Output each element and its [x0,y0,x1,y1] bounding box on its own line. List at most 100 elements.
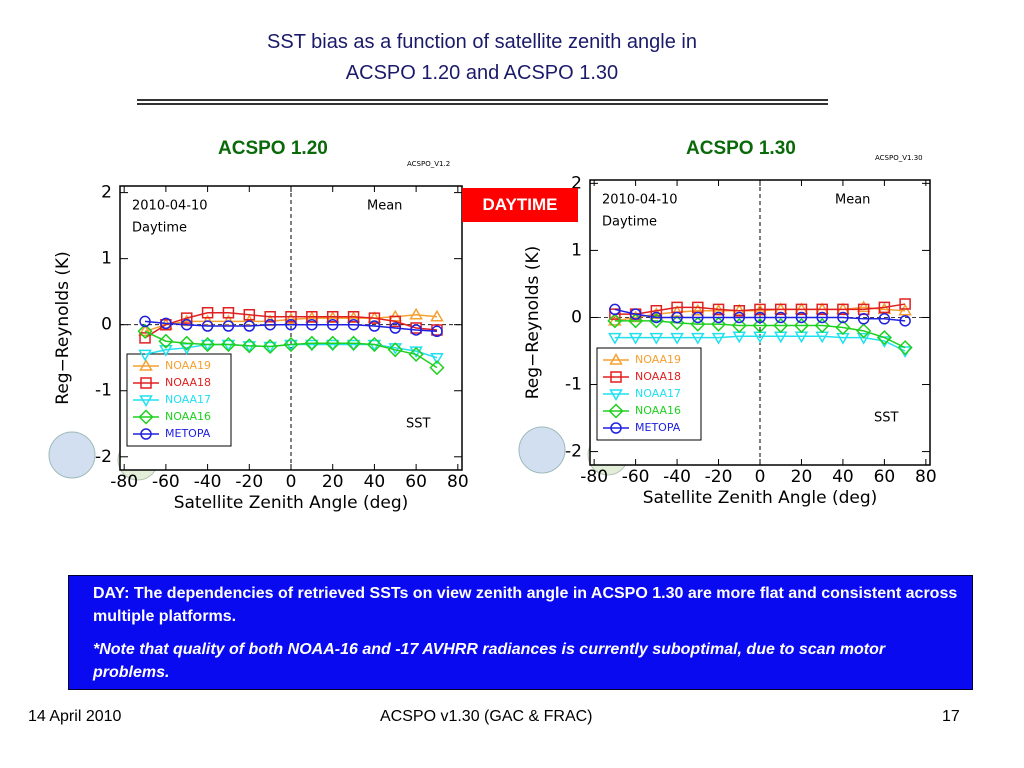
marker [262,338,278,355]
series-line [614,308,906,322]
marker [410,324,422,336]
marker [692,311,704,324]
marker [774,311,787,324]
marker [285,311,297,323]
marker [222,320,235,332]
series-line [614,303,906,315]
marker [243,320,256,332]
marker [325,335,341,351]
marker [180,319,193,331]
marker [158,333,174,349]
marker [346,339,361,352]
x-tick-label: -60 [622,467,650,487]
series-line [144,320,438,333]
marker [366,336,382,353]
marker [179,335,195,351]
legend-marker [608,403,624,419]
marker [837,311,849,324]
marker [670,332,684,345]
marker [431,325,443,337]
x-tick-label: 0 [286,472,297,492]
legend-label: NOAA19 [165,359,211,372]
marker [607,313,623,329]
annotation: Mean [835,193,870,208]
marker [876,330,892,346]
series-line [614,306,906,322]
marker [754,311,766,324]
marker [773,317,789,334]
marker [139,315,151,328]
annotation: SST [874,411,899,426]
legend-marker [610,422,622,434]
annotation: Daytime [132,221,187,236]
note-box [68,575,973,690]
legend-label: NOAA17 [635,387,681,400]
y-tick-label: -2 [95,447,112,467]
marker [731,317,747,334]
x-tick-label: 0 [755,467,766,487]
marker [138,324,152,337]
x-tick-label: 40 [364,472,386,492]
legend-marker [609,353,623,365]
badge: DAYTIME [462,188,578,222]
marker [691,303,705,316]
y-tick-label: 2 [571,173,582,193]
note: *Note that quality of both NOAA-16 and -… [93,641,886,681]
x-tick-label: 20 [322,472,344,492]
legend-label: METOPA [165,427,211,440]
series-line [614,320,906,349]
slide-title: ACSPO 1.20 and ACSPO 1.30 [345,62,619,84]
marker [409,307,423,320]
marker [387,342,403,358]
marker [899,298,911,310]
y-tick-label: 0 [101,315,112,335]
marker [326,319,339,331]
marker [711,332,726,345]
legend-label: NOAA17 [165,393,211,406]
marker [201,320,214,332]
legend-label: NOAA16 [635,404,681,417]
chart-title: ACSPO 1.30 [686,138,796,159]
y-tick-label: 0 [571,307,582,327]
rule [137,103,828,105]
marker [159,345,173,357]
marker [306,319,318,331]
marker [429,360,445,376]
marker [878,313,891,325]
footer-center: ACSPO v1.30 (GAC & FRAC) [380,708,593,725]
logo [518,426,566,474]
marker [305,339,319,352]
x-tick-label: 60 [874,467,896,487]
annotation: Daytime [602,215,657,230]
x-tick-label: -40 [663,467,691,487]
marker [856,332,871,345]
marker [326,311,339,323]
marker [857,313,870,325]
legend-label: NOAA18 [635,370,681,383]
marker [284,312,298,325]
legend-marker [609,389,623,401]
marker [263,341,277,354]
marker [754,303,766,316]
y-tick-label: 2 [101,183,112,203]
marker [200,336,216,353]
footer-date: 14 April 2010 [28,708,122,725]
marker [793,317,810,334]
marker [430,352,444,365]
marker [430,309,444,322]
marker [283,336,299,353]
marker [306,311,318,323]
marker [201,307,214,319]
marker [878,301,891,314]
marker [628,332,643,345]
marker [857,303,870,316]
legend-label: NOAA18 [165,376,211,389]
marker [629,308,642,320]
marker [138,349,152,362]
legend-marker [139,395,153,407]
chart: ACSPO_V1.30 -80 -60 -40 -20 0 20 40 60 80 -2 -1 0 1 2 2… [518,154,937,508]
x-tick-label: 80 [447,472,469,492]
marker [137,323,153,339]
x-tick-label: -60 [152,472,180,492]
